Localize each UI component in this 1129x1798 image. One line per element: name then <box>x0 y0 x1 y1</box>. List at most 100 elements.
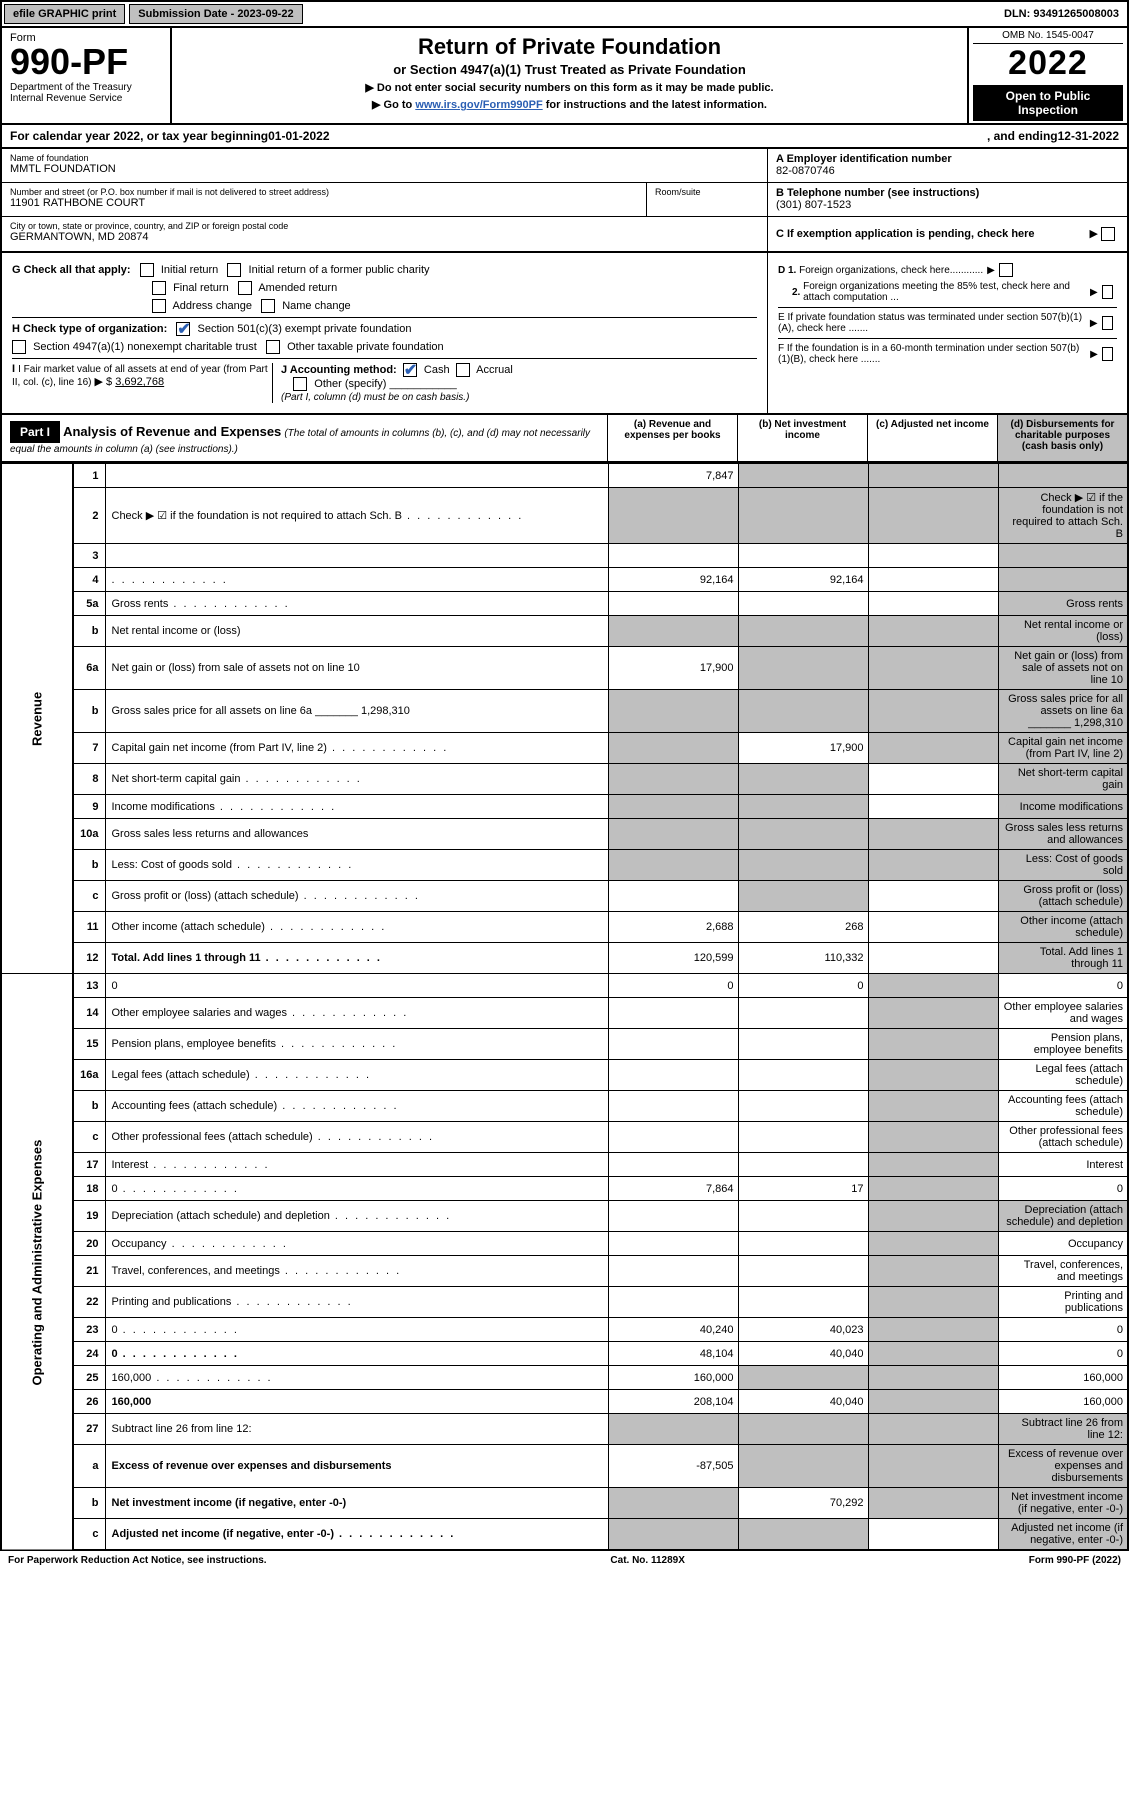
row-description: Printing and publications <box>105 1287 608 1318</box>
d1-checkbox[interactable] <box>999 263 1013 277</box>
f-checkbox[interactable] <box>1102 347 1113 361</box>
cell-a: 40,240 <box>608 1318 738 1342</box>
cell-c <box>868 881 998 912</box>
cell-b <box>738 850 868 881</box>
table-row: 1807,864170 <box>1 1177 1128 1201</box>
foundation-name: MMTL FOUNDATION <box>10 163 759 175</box>
g-final-return[interactable] <box>152 281 166 295</box>
cell-c <box>868 568 998 592</box>
revenue-side-label: Revenue <box>1 464 73 974</box>
cell-a <box>608 1201 738 1232</box>
cell-a <box>608 1122 738 1153</box>
cell-d: 160,000 <box>998 1366 1128 1390</box>
table-row: cGross profit or (loss) (attach schedule… <box>1 881 1128 912</box>
g-initial-return[interactable] <box>140 263 154 277</box>
row-description: Pension plans, employee benefits <box>105 1029 608 1060</box>
cell-d: Net investment income (if negative, ente… <box>998 1488 1128 1519</box>
omb-number: OMB No. 1545-0047 <box>973 30 1123 44</box>
cell-c <box>868 647 998 690</box>
dln-label: DLN: 93491265008003 <box>996 5 1127 23</box>
row-number: a <box>73 1445 105 1488</box>
c-checkbox[interactable] <box>1101 227 1115 241</box>
row-description: Net gain or (loss) from sale of assets n… <box>105 647 608 690</box>
cell-d: Other professional fees (attach schedule… <box>998 1122 1128 1153</box>
cell-a: 0 <box>608 974 738 998</box>
check-right: D 1. D 1. Foreign organizations, check h… <box>767 253 1127 413</box>
h-501c3[interactable] <box>176 322 190 336</box>
cell-b: 268 <box>738 912 868 943</box>
cell-d: Check ▶ ☑ if the foundation is not requi… <box>998 488 1128 544</box>
cell-d <box>998 544 1128 568</box>
row-number: 4 <box>73 568 105 592</box>
cell-a <box>608 1287 738 1318</box>
row-description: Gross profit or (loss) (attach schedule) <box>105 881 608 912</box>
row-description: Adjusted net income (if negative, enter … <box>105 1519 608 1551</box>
row-description <box>105 568 608 592</box>
j-accrual[interactable] <box>456 363 470 377</box>
cell-b <box>738 1153 868 1177</box>
row-number: 5a <box>73 592 105 616</box>
cell-a: 48,104 <box>608 1342 738 1366</box>
cell-d: Gross rents <box>998 592 1128 616</box>
cell-c <box>868 733 998 764</box>
foundation-name-cell: Name of foundation MMTL FOUNDATION <box>2 149 767 183</box>
cell-b <box>738 1445 868 1488</box>
cell-a <box>608 592 738 616</box>
cell-c <box>868 1153 998 1177</box>
cell-d: Interest <box>998 1153 1128 1177</box>
row-number: 13 <box>73 974 105 998</box>
cell-c <box>868 616 998 647</box>
row-number: b <box>73 1488 105 1519</box>
table-row: Operating and Administrative Expenses130… <box>1 974 1128 998</box>
cell-c <box>868 1201 998 1232</box>
j-other[interactable] <box>293 377 307 391</box>
h-4947[interactable] <box>12 340 26 354</box>
d2-checkbox[interactable] <box>1102 285 1113 299</box>
cell-c <box>868 764 998 795</box>
cell-c <box>868 1318 998 1342</box>
row-number: c <box>73 1122 105 1153</box>
col-a-header: (a) Revenue and expenses per books <box>607 415 737 461</box>
addr-label: Number and street (or P.O. box number if… <box>10 187 638 197</box>
table-row: bNet investment income (if negative, ent… <box>1 1488 1128 1519</box>
cell-b: 17 <box>738 1177 868 1201</box>
form-subtitle: or Section 4947(a)(1) Trust Treated as P… <box>182 62 957 77</box>
cell-d: Accounting fees (attach schedule) <box>998 1091 1128 1122</box>
cell-d: Excess of revenue over expenses and disb… <box>998 1445 1128 1488</box>
cell-a <box>608 998 738 1029</box>
cell-d: Capital gain net income (from Part IV, l… <box>998 733 1128 764</box>
g-initial-former[interactable] <box>227 263 241 277</box>
row-description: Travel, conferences, and meetings <box>105 1256 608 1287</box>
city-value: GERMANTOWN, MD 20874 <box>10 231 759 243</box>
cell-a <box>608 1256 738 1287</box>
phone-cell: B Telephone number (see instructions) (3… <box>768 183 1127 217</box>
e-checkbox[interactable] <box>1102 316 1113 330</box>
h-label: H Check type of organization: <box>12 323 167 335</box>
dept-label: Department of the Treasury <box>10 82 162 93</box>
cell-c <box>868 1122 998 1153</box>
h-other-taxable[interactable] <box>266 340 280 354</box>
header-right: OMB No. 1545-0047 2022 Open to Public In… <box>967 28 1127 123</box>
cell-a: 17,900 <box>608 647 738 690</box>
row-description: 160,000 <box>105 1366 608 1390</box>
g-amended[interactable] <box>238 281 252 295</box>
g-name-change[interactable] <box>261 299 275 313</box>
calyear-begin: 01-01-2022 <box>268 129 329 143</box>
form990pf-link[interactable]: www.irs.gov/Form990PF <box>415 99 542 111</box>
row-description: Capital gain net income (from Part IV, l… <box>105 733 608 764</box>
efile-print-button[interactable]: efile GRAPHIC print <box>4 4 125 24</box>
cell-d: Net gain or (loss) from sale of assets n… <box>998 647 1128 690</box>
j-opt2: Other (specify) <box>314 378 386 390</box>
cell-b: 110,332 <box>738 943 868 974</box>
footer-mid: Cat. No. 11289X <box>610 1555 684 1566</box>
g-address-change[interactable] <box>152 299 166 313</box>
submission-date: Submission Date - 2023-09-22 <box>129 4 302 24</box>
calyear-mid: , and ending <box>987 129 1058 143</box>
form-header: Form 990-PF Department of the Treasury I… <box>0 28 1129 125</box>
address: 11901 RATHBONE COURT <box>10 197 638 209</box>
cell-b <box>738 819 868 850</box>
row-description: Net investment income (if negative, ente… <box>105 1488 608 1519</box>
j-cash[interactable] <box>403 363 417 377</box>
table-row: 3 <box>1 544 1128 568</box>
cell-a: 208,104 <box>608 1390 738 1414</box>
